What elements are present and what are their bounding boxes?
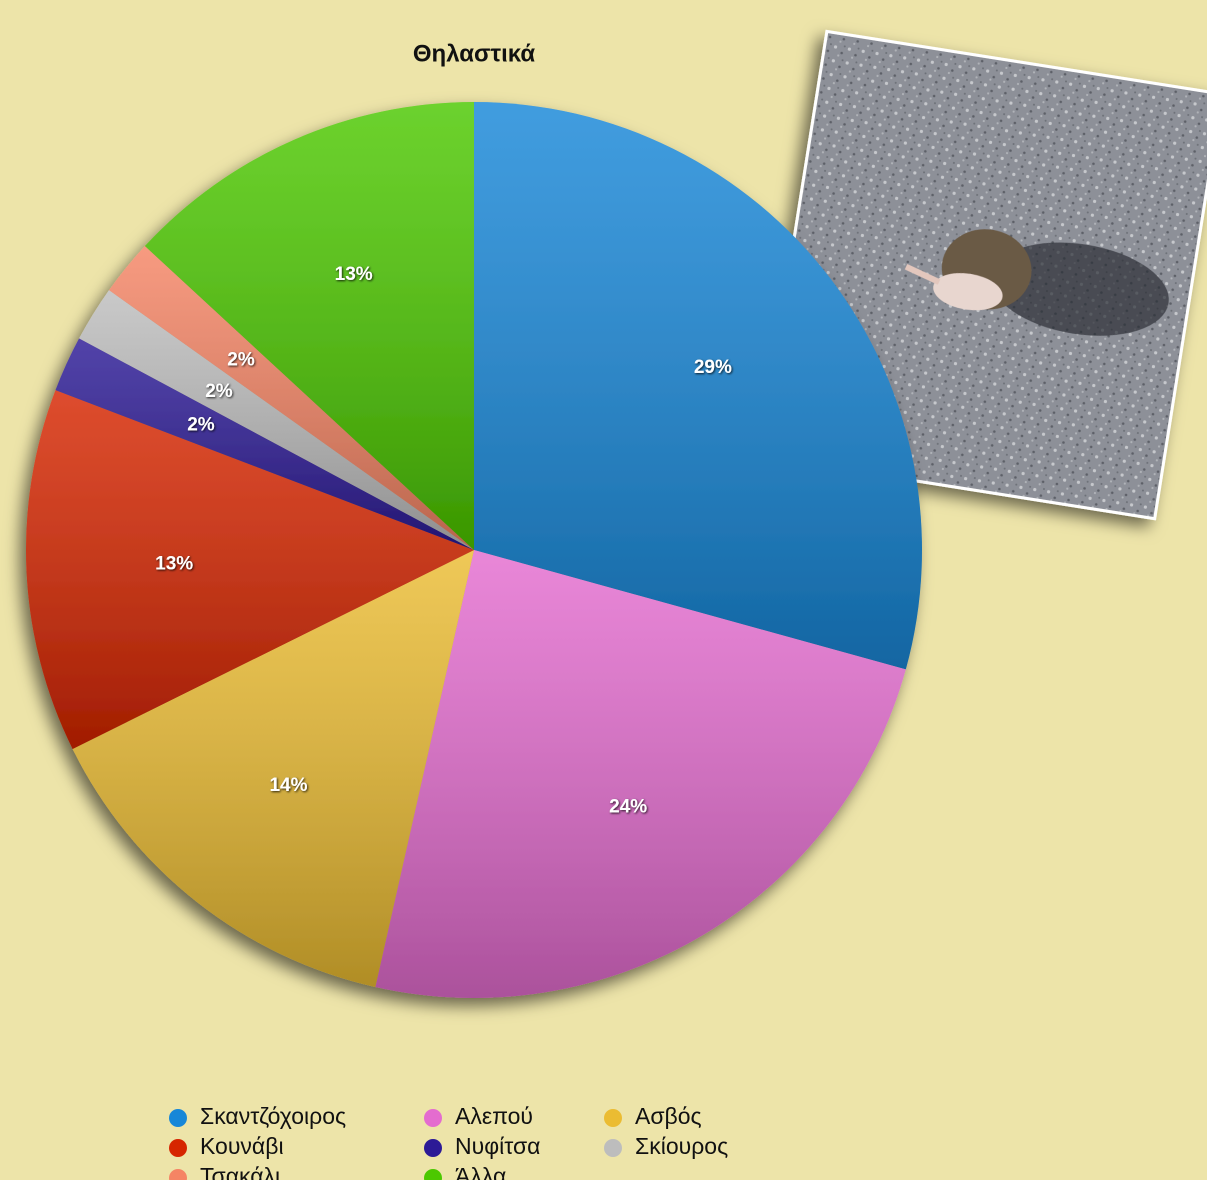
slice-shade bbox=[474, 102, 923, 670]
legend-marker bbox=[604, 1109, 622, 1127]
legend-label: Τσακάλι bbox=[200, 1163, 280, 1180]
value-label: 24% bbox=[609, 797, 647, 818]
legend-label: Νυφίτσα bbox=[455, 1133, 540, 1159]
legend: Σκαντζόχοιρος Αλεπού Ασβός Κουνάβι Νυφίτσα Σκ… bbox=[169, 1103, 728, 1180]
slice-shade bbox=[72, 550, 474, 987]
legend-marker bbox=[169, 1109, 187, 1127]
slice-shade bbox=[109, 246, 474, 551]
chart-title: Θηλαστικά bbox=[413, 40, 536, 67]
legend-marker bbox=[424, 1169, 442, 1180]
slice-shade bbox=[79, 290, 475, 550]
value-label: 2% bbox=[227, 350, 255, 371]
legend-label: Σκαντζόχοιρος bbox=[200, 1103, 346, 1129]
legend-marker bbox=[604, 1139, 622, 1157]
value-label: 2% bbox=[187, 414, 215, 435]
legend-label: Κουνάβι bbox=[200, 1133, 284, 1159]
value-label: 14% bbox=[269, 775, 307, 796]
value-label: 29% bbox=[694, 357, 732, 378]
pie bbox=[25, 101, 923, 998]
legend-label: Άλλα bbox=[455, 1163, 506, 1180]
value-label: 2% bbox=[205, 381, 233, 402]
legend-marker bbox=[169, 1169, 187, 1180]
legend-marker bbox=[424, 1109, 442, 1127]
value-labels: 29% 24% 14% 13% 2% 2% 2% 13% bbox=[155, 264, 732, 818]
legend-label: Σκίουρος bbox=[635, 1133, 728, 1159]
value-label: 13% bbox=[155, 553, 193, 574]
legend-marker bbox=[169, 1139, 187, 1157]
slice-shade bbox=[144, 101, 475, 550]
legend-label: Ασβός bbox=[635, 1103, 702, 1129]
value-label: 13% bbox=[335, 264, 373, 285]
legend-marker bbox=[424, 1139, 442, 1157]
slice-shade bbox=[375, 550, 906, 998]
legend-label: Αλεπού bbox=[455, 1103, 533, 1129]
slice-shade bbox=[25, 390, 475, 749]
slice-shade bbox=[55, 338, 474, 550]
